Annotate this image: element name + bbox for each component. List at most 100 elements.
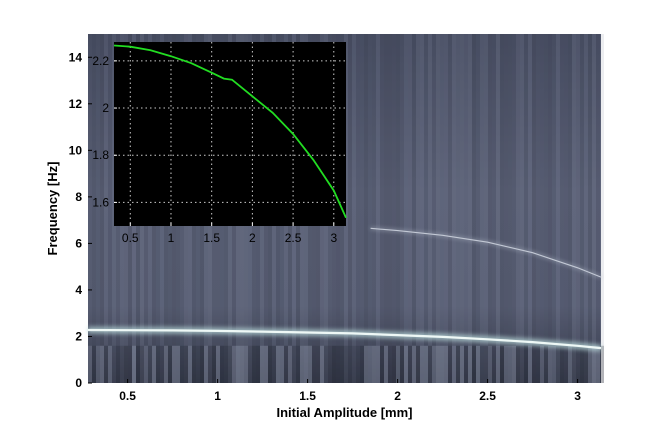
spectrogram-stripe bbox=[544, 34, 548, 383]
spectrogram-stripe bbox=[212, 345, 216, 383]
spectrogram-stripe bbox=[316, 345, 320, 383]
spectrogram-stripe bbox=[188, 345, 192, 383]
spectrogram-stripe bbox=[500, 345, 504, 383]
spectrogram-stripe bbox=[104, 345, 108, 383]
spectrogram-stripe bbox=[180, 345, 184, 383]
inset-x-tick-label: 1.5 bbox=[203, 231, 220, 245]
spectrogram-stripe bbox=[148, 345, 152, 383]
spectrogram-stripe bbox=[564, 345, 568, 383]
inset-y-ticks: 1.6 1.8 2 2.2 bbox=[92, 54, 117, 209]
spectrogram-stripe bbox=[528, 34, 532, 383]
spectrogram-stripe bbox=[360, 34, 364, 383]
spectrogram-stripe bbox=[576, 345, 580, 383]
spectrogram-stripe bbox=[468, 345, 472, 383]
spectrogram-stripe bbox=[132, 345, 136, 383]
spectrogram-stripe bbox=[108, 34, 112, 383]
spectrogram-stripe bbox=[504, 345, 508, 383]
spectrogram-stripe bbox=[384, 345, 388, 383]
spectrogram-stripe bbox=[512, 345, 516, 383]
spectrogram-stripe bbox=[532, 345, 536, 383]
spectrogram-stripe bbox=[196, 345, 200, 383]
spectrogram-stripe bbox=[432, 345, 436, 383]
spectrogram-stripe bbox=[544, 345, 548, 383]
spectrogram-stripe bbox=[140, 345, 144, 383]
spectrogram-stripe bbox=[500, 34, 504, 383]
spectrogram-stripe bbox=[400, 34, 404, 383]
spectrogram-stripe bbox=[484, 34, 488, 383]
inset-x-tick-label: 2.5 bbox=[285, 231, 302, 245]
spectrogram-stripe bbox=[460, 34, 464, 383]
spectrogram-stripe bbox=[520, 345, 524, 383]
spectrogram-stripe bbox=[372, 345, 376, 383]
inset-series bbox=[113, 44, 347, 219]
spectrogram-stripe bbox=[96, 345, 100, 383]
spectrogram-stripe bbox=[532, 34, 536, 383]
inset-x-tick-label: 0.5 bbox=[122, 231, 139, 245]
spectrogram-stripe bbox=[540, 345, 544, 383]
main-y-tick-label: 6 bbox=[75, 236, 82, 250]
spectrogram-stripe bbox=[300, 345, 304, 383]
spectrogram-stripe bbox=[468, 34, 472, 383]
inset-x-tick-label: 1 bbox=[168, 231, 175, 245]
spectrogram-stripe bbox=[160, 345, 164, 383]
spectrogram-stripe bbox=[364, 345, 368, 383]
spectrogram-stripe bbox=[396, 34, 400, 383]
spectrogram-stripe bbox=[192, 345, 196, 383]
spectrogram-stripe bbox=[584, 34, 588, 383]
spectrogram-stripe bbox=[312, 345, 316, 383]
spectrogram-stripe bbox=[436, 34, 440, 383]
spectrogram-stripe bbox=[540, 34, 544, 383]
spectrogram-stripe bbox=[292, 345, 296, 383]
spectrogram-stripe bbox=[408, 34, 412, 383]
spectrogram-stripe bbox=[124, 345, 128, 383]
spectrogram-stripe bbox=[568, 345, 572, 383]
inset-background bbox=[114, 42, 346, 226]
spectrogram-stripe bbox=[512, 34, 516, 383]
spectrogram-stripe bbox=[548, 34, 552, 383]
main-y-tick-label: 12 bbox=[69, 97, 83, 111]
spectrogram-stripe bbox=[352, 345, 356, 383]
inset-line-chart: 0.5 1 1.5 2 2.5 3 1.6 1.8 2 2.2 bbox=[92, 42, 347, 245]
spectrogram-stripe bbox=[360, 345, 364, 383]
spectrogram-stripe bbox=[364, 34, 368, 383]
spectrogram-stripe bbox=[288, 345, 292, 383]
spectrogram-stripe bbox=[120, 345, 124, 383]
spectrogram-stripe bbox=[388, 345, 392, 383]
spectrogram-stripe bbox=[380, 34, 384, 383]
inset-x-tick-label: 2 bbox=[249, 231, 256, 245]
spectrogram-stripe bbox=[224, 345, 228, 383]
spectrogram-stripe bbox=[452, 34, 456, 383]
spectrogram-stripe bbox=[420, 345, 424, 383]
spectrogram-stripe bbox=[176, 345, 180, 383]
spectrogram-stripe bbox=[460, 345, 464, 383]
spectrogram-stripe bbox=[408, 345, 412, 383]
x-axis-label: Initial Amplitude [mm] bbox=[276, 405, 412, 420]
spectrogram-stripe bbox=[104, 34, 108, 383]
spectrogram-stripe bbox=[164, 345, 168, 383]
main-y-tick-label: 10 bbox=[69, 143, 83, 157]
spectrogram-stripe bbox=[404, 345, 408, 383]
spectrogram-stripe bbox=[472, 345, 476, 383]
spectrogram-stripe bbox=[92, 34, 96, 383]
spectrogram-stripe bbox=[388, 34, 392, 383]
spectrogram-stripe bbox=[260, 345, 264, 383]
spectrogram-stripe bbox=[444, 34, 448, 383]
spectrogram-stripe bbox=[272, 345, 276, 383]
spectrogram-stripe bbox=[592, 34, 596, 383]
spectrogram-stripe bbox=[236, 345, 240, 383]
spectrogram-stripe bbox=[560, 34, 564, 383]
spectrogram-stripe bbox=[448, 34, 452, 383]
spectrogram-stripe bbox=[464, 345, 468, 383]
spectrogram-stripe bbox=[580, 345, 584, 383]
spectrogram-stripe bbox=[492, 34, 496, 383]
main-x-ticks: 0.5 1 1.5 2 2.5 3 bbox=[119, 379, 581, 403]
spectrogram-stripe bbox=[600, 345, 604, 383]
spectrogram-stripe bbox=[108, 345, 112, 383]
spectrogram-stripe bbox=[220, 345, 224, 383]
inset-grid bbox=[114, 42, 346, 226]
spectrogram-stripe bbox=[392, 34, 396, 383]
spectrogram-stripe bbox=[184, 345, 188, 383]
spectrogram-stripe bbox=[416, 345, 420, 383]
spectrogram-stripe bbox=[580, 34, 584, 383]
spectrogram-stripe bbox=[208, 345, 212, 383]
